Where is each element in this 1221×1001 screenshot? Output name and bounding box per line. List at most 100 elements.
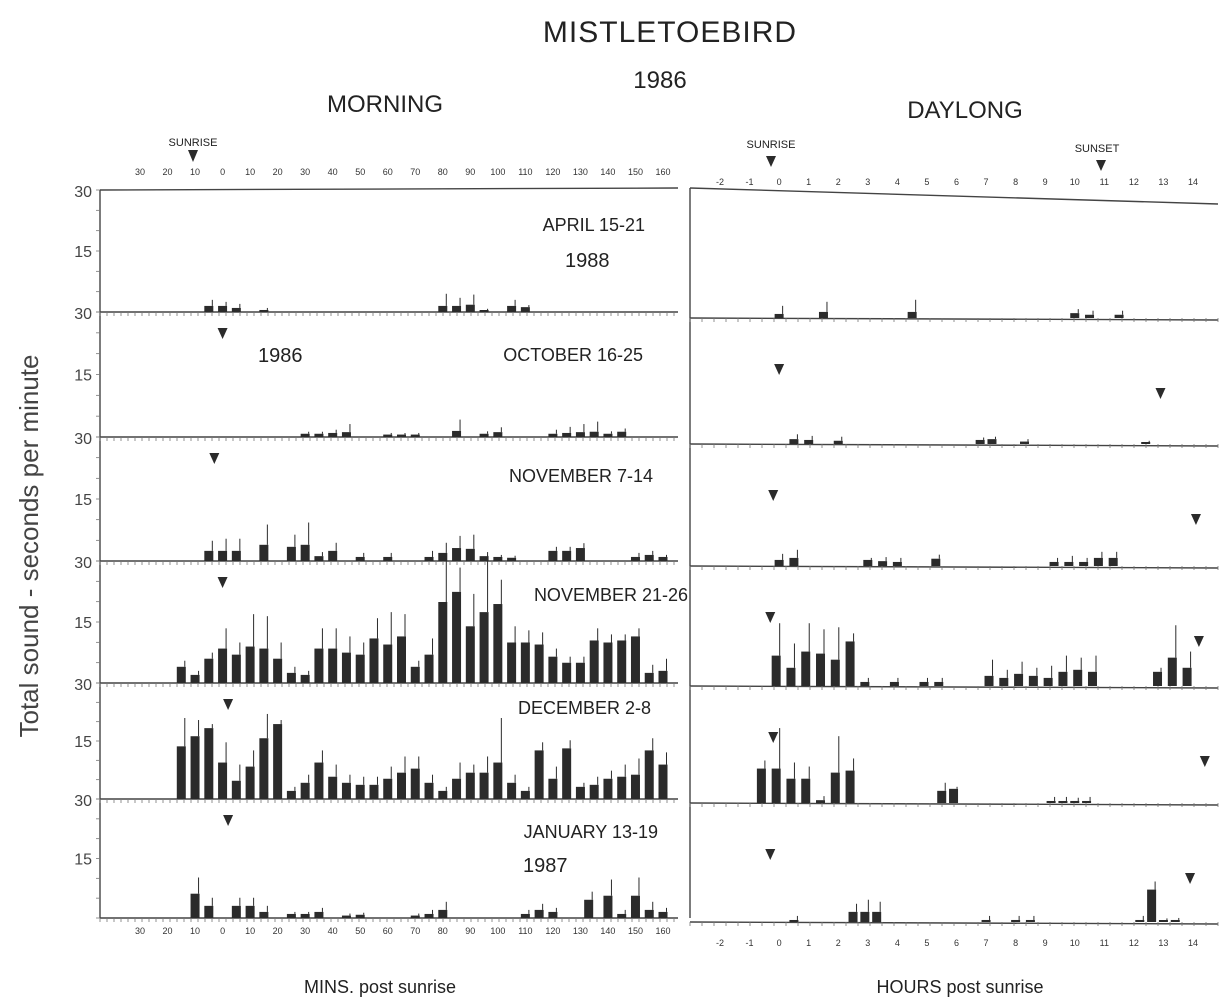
daylong-bar [981,919,991,922]
bottom-x-tick-label: -1 [746,938,754,948]
right-top-rule [689,187,1219,205]
daylong-bar [934,681,944,686]
morning-bar [328,550,338,561]
morning-bar [589,431,599,437]
daylong-bar [1073,669,1083,686]
bottom-x-tick-label: 150 [628,926,643,936]
morning-bar [548,433,558,437]
figure-year: 1986 [633,67,686,94]
daylong-bar [818,311,828,318]
morning-bar [218,762,228,799]
daylong-bar [1135,919,1145,922]
morning-bar [465,626,475,683]
morning-bar [438,305,448,312]
morning-bar [341,432,351,437]
morning-bar [410,666,420,683]
morning-bar [493,556,503,561]
daylong-bar [863,559,873,566]
daylong-sunrise-marker [768,490,779,501]
morning-bar [479,772,489,799]
morning-bar [548,911,558,918]
daylong-bar [999,677,1009,686]
daylong-bar [816,653,826,686]
daylong-bar [919,681,929,686]
bottom-x-tick-label: 1 [806,938,811,948]
bottom-x-tick-label: 3 [865,938,870,948]
daylong-bar [889,681,899,686]
daylong-bar [892,561,902,566]
morning-bar [493,762,503,799]
bottom-x-tick-label: 2 [836,938,841,948]
morning-bar [397,772,406,799]
left-x-axis-label: MINS. post sunrise [304,977,456,997]
bottom-x-tick-label: -2 [716,938,724,948]
bottom-x-tick-label: 20 [273,926,283,936]
daylong-bar [907,311,917,318]
morning-bar [259,738,269,799]
morning-bar [493,604,503,683]
morning-bar [231,654,241,683]
top-x-tick-label: 140 [600,167,615,177]
morning-bar [507,782,517,799]
daylong-bar [830,659,840,686]
top-x-tick-label: 1 [806,177,811,187]
morning-sunrise-marker [209,453,220,464]
bottom-x-tick-label: 40 [328,926,338,936]
top-x-tick-label: 30 [135,167,145,177]
morning-bar [204,905,214,918]
morning-bar [410,434,420,437]
morning-sunrise-marker [217,577,228,588]
right-sunrise-label: SUNRISE [747,139,796,151]
morning-bar [562,662,572,683]
morning-bar [355,914,365,918]
bottom-x-tick-label: 11 [1100,938,1109,948]
daylong-bar [872,911,882,922]
y-tick-label: 15 [74,615,92,632]
bottom-x-tick-label: 30 [300,926,310,936]
morning-bar [658,556,668,561]
daylong-bar [1082,800,1092,803]
morning-bar [397,636,406,683]
bottom-x-tick-label: 10 [245,926,255,936]
top-x-tick-label: 14 [1188,177,1198,187]
figure-title: MISTLETOEBIRD [543,16,797,49]
morning-bar [534,750,544,799]
daylong-bar [801,778,811,803]
right-sunrise-marker [766,156,776,167]
top-x-tick-label: 5 [924,177,929,187]
bottom-x-tick-label: 70 [410,926,420,936]
top-x-tick-label: 9 [1043,177,1048,187]
daylong-bar [804,439,814,444]
panel-title-november-7: NOVEMBER 7-14 [509,466,653,486]
panel-year-1986: 1986 [258,345,303,367]
top-x-tick-label: 12 [1129,177,1139,187]
bottom-x-tick-label: 9 [1043,938,1048,948]
daylong-bar [1058,671,1068,686]
top-x-tick-label: 110 [518,167,532,177]
morning-bar [575,662,585,683]
morning-bar [548,656,558,683]
right-heading: DAYLONG [907,97,1023,124]
top-x-tick-label: 80 [438,167,448,177]
morning-bar [383,644,393,683]
daylong-sunrise-marker [768,732,779,743]
morning-bar [584,899,594,918]
top-x-tick-label: 0 [777,177,782,187]
daylong-bar [786,778,796,803]
top-x-tick-label: 30 [300,167,310,177]
top-x-tick-label: 13 [1158,177,1168,187]
daylong-bar [774,313,784,318]
morning-bar [617,640,627,683]
morning-bar [273,724,283,799]
y-tick-label: 30 [74,793,92,810]
morning-bar [658,670,668,683]
bottom-x-tick-label: 6 [954,938,959,948]
morning-bar [273,658,283,683]
daylong-bar [1019,441,1029,444]
y-tick-label: 15 [74,244,92,261]
morning-bar [548,778,558,799]
morning-bar [328,776,338,799]
morning-bar [452,591,462,683]
morning-bar [562,432,572,437]
daylong-bar [756,768,766,803]
